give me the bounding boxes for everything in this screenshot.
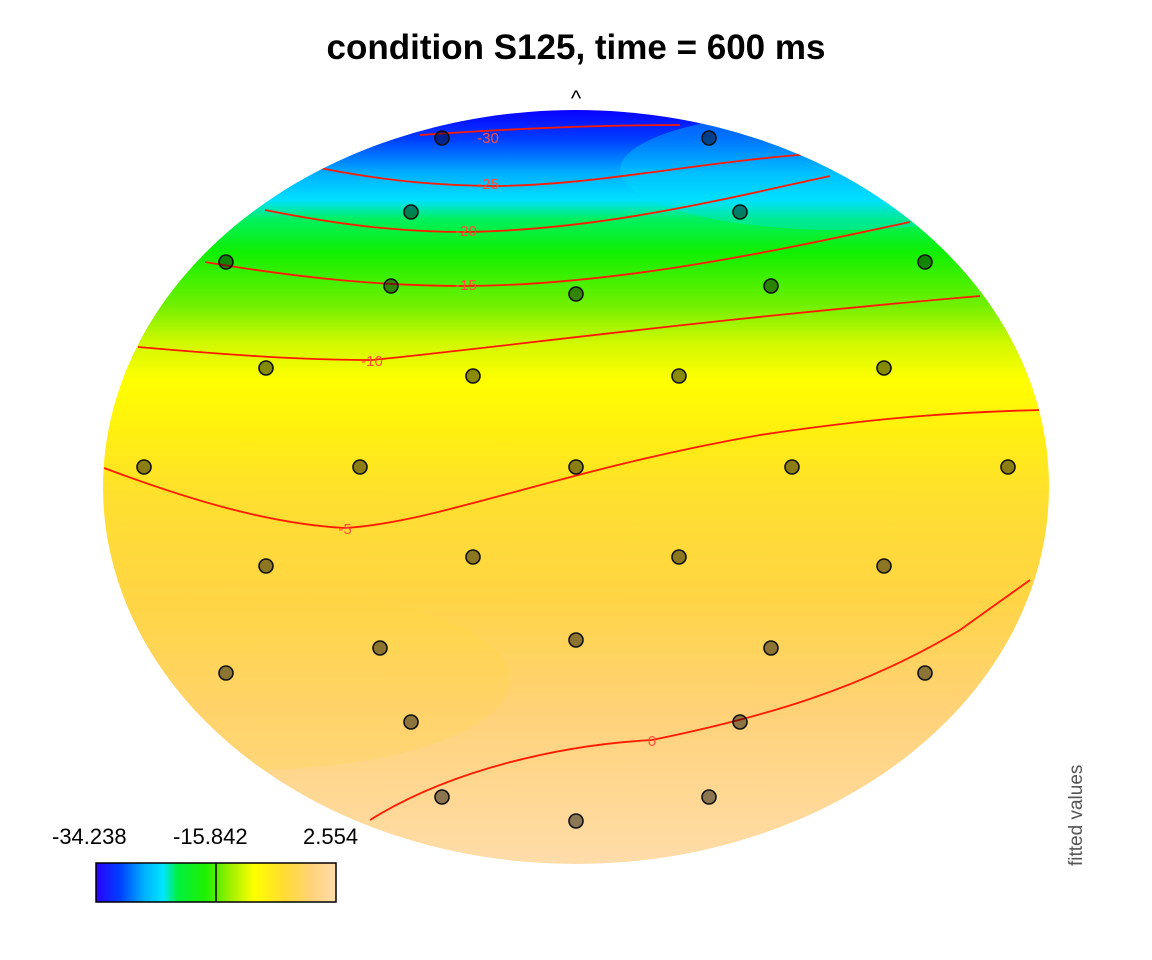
electrode-marker [671,549,687,565]
electrode-marker [258,558,274,574]
scalp-surface: -30 -25 -20 -15 -10 -5 0 [103,110,1049,864]
electrode-marker [876,360,892,376]
electrode-marker [383,278,399,294]
contour-line [103,409,1041,529]
fitted-values-label: fitted values [1066,764,1087,866]
electrode-marker [136,459,152,475]
chart-title: condition S125, time = 600 ms [326,28,826,67]
contour-line [204,221,911,287]
contour-label: -5 [338,521,351,538]
contour-label: -25 [477,176,499,193]
contour-label: -20 [455,223,477,240]
electrode-marker [917,665,933,681]
contour-label: -10 [361,353,383,370]
contour-label: 0 [648,733,656,750]
electrode-marker [701,130,717,146]
electrode-marker [732,204,748,220]
electrode-marker [218,254,234,270]
electrode-marker [568,286,584,302]
electrode-marker [568,632,584,648]
electrode-marker [258,360,274,376]
contour-line [137,295,981,361]
colorbar-mid-label: -15.842 [173,824,248,849]
contour-line [319,151,841,187]
electrode-marker [568,459,584,475]
electrode-marker [763,278,779,294]
contour-line [419,124,681,136]
electrode-marker [701,789,717,805]
contour-line [264,175,831,233]
contour-label: -30 [477,130,499,147]
electrode-marker [465,549,481,565]
electrode-marker [218,665,234,681]
electrode-marker [372,640,388,656]
electrode-marker [352,459,368,475]
contour-label: -15 [455,277,477,294]
electrode-marker [465,368,481,384]
electrode-marker [876,558,892,574]
colorbar-min-label: -34.238 [52,824,127,849]
nose-marker: ^ [570,86,582,111]
electrode-marker [1000,459,1016,475]
electrode-marker [434,789,450,805]
electrode-marker [784,459,800,475]
electrode-marker [732,714,748,730]
electrode-marker [917,254,933,270]
electrode-marker [403,204,419,220]
electrode-marker [671,368,687,384]
colorbar-max-label: 2.554 [303,824,359,849]
contour-line [369,579,1031,821]
electrode-marker [434,130,450,146]
electrode-marker [763,640,779,656]
electrode-marker [568,813,584,829]
electrode-marker [403,714,419,730]
